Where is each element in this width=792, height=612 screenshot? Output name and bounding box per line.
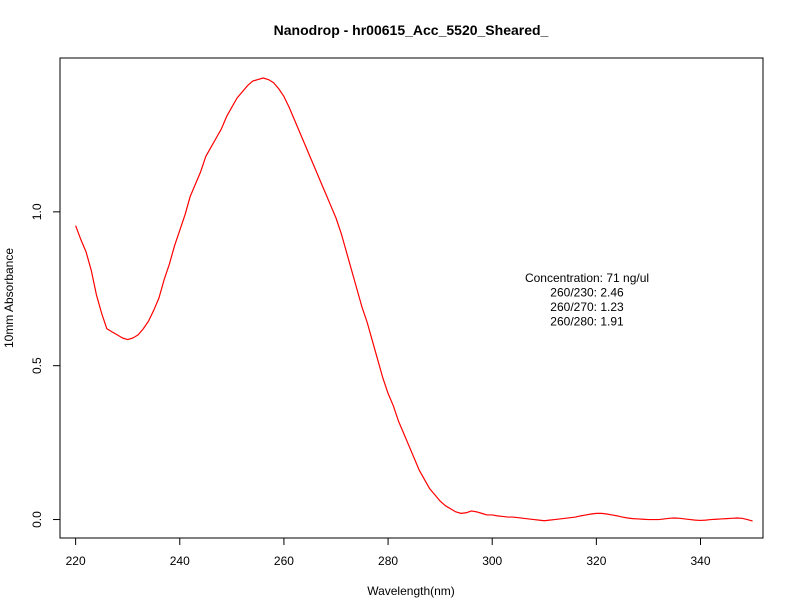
y-axis-label: 10mm Absorbance [2, 248, 16, 348]
x-tick-label: 300 [482, 554, 502, 568]
series-line-0 [75, 77, 753, 522]
chart-title: Nanodrop - hr00615_Acc_5520_Sheared_ [274, 22, 549, 38]
y-tick-label: 0.0 [30, 511, 44, 528]
x-tick-label: 280 [378, 554, 398, 568]
x-tick-label: 320 [586, 554, 606, 568]
x-tick-label: 340 [690, 554, 710, 568]
series-layer [75, 77, 753, 522]
concentration-label: Concentration: 71 ng/ul [525, 271, 649, 285]
x-axis: 220 240 260 280 300 320 340 [66, 537, 711, 568]
ratio-label: 260/280: 1.91 [550, 315, 624, 329]
y-tick-label: 1.0 [30, 203, 44, 220]
plot-frame [59, 57, 764, 539]
y-axis: 0.0 0.5 1.0 [30, 203, 60, 528]
ratio-label: 260/270: 1.23 [550, 300, 624, 314]
x-axis-label: Wavelength(nm) [367, 584, 455, 598]
y-tick-label: 0.5 [30, 357, 44, 374]
ratio-label: 260/230: 2.46 [550, 286, 624, 300]
x-tick-label: 240 [170, 554, 190, 568]
x-tick-label: 260 [274, 554, 294, 568]
x-tick-label: 220 [66, 554, 86, 568]
